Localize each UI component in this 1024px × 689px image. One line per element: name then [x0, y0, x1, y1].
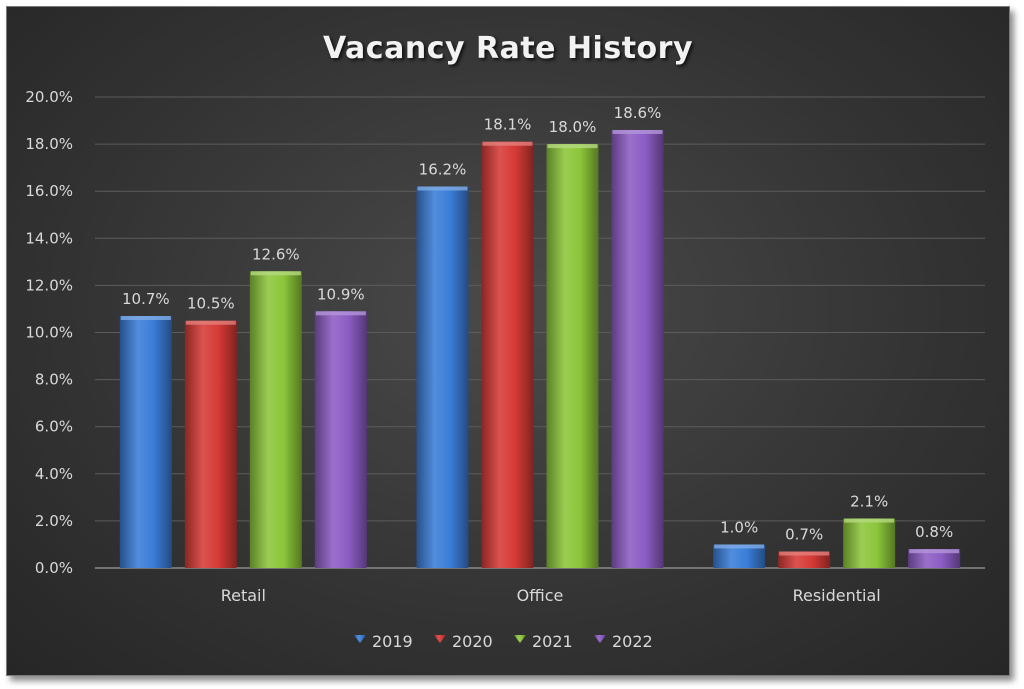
bar-bevel	[909, 549, 960, 554]
y-tick-label: 14.0%	[25, 229, 73, 247]
bar-2019-office	[416, 186, 469, 569]
y-tick-label: 2.0%	[35, 512, 73, 530]
chart-title: Vacancy Rate History	[322, 31, 693, 66]
legend-label: 2021	[532, 632, 573, 651]
bar-2022-retail	[314, 311, 367, 568]
x-category-label: Office	[517, 586, 564, 605]
x-category-label: Residential	[793, 586, 881, 605]
bar-2020-retail	[184, 320, 237, 568]
bar-2020-office	[481, 141, 534, 568]
bar-bevel	[482, 141, 533, 146]
chart-plot: 0.0% 2.0% 4.0% 6.0% 8.0% 10.0% 12.0% 14.0% 16.0%…	[25, 88, 985, 651]
bar-2019-residential	[713, 544, 766, 568]
y-tick-label: 16.0%	[25, 182, 73, 200]
bar-bevel	[120, 316, 171, 321]
bar-bevel	[315, 311, 366, 316]
data-label: 12.6%	[252, 245, 300, 263]
bar-2020-residential	[778, 551, 831, 568]
data-label: 2.1%	[850, 493, 888, 511]
y-tick-label: 18.0%	[25, 135, 73, 153]
bar-2021-office	[546, 144, 599, 568]
data-label: 10.5%	[187, 295, 235, 313]
y-tick-label: 6.0%	[35, 418, 73, 436]
data-label: 0.8%	[915, 523, 953, 541]
legend-marker-2020	[434, 635, 446, 643]
bar-2021-retail	[249, 271, 302, 568]
legend-label: 2020	[452, 632, 493, 651]
data-label: 10.9%	[317, 285, 365, 303]
y-tick-label: 10.0%	[25, 324, 73, 342]
legend-marker-2019	[354, 635, 366, 643]
data-label: 18.1%	[484, 116, 532, 134]
chart-area: Vacancy Rate History 0.0% 2.0% 4.0% 6.0% 8.0…	[6, 6, 1010, 676]
bar-bevel	[547, 144, 598, 149]
bar-bevel	[185, 320, 236, 325]
bar-2022-office	[611, 129, 664, 568]
y-tick-label: 0.0%	[35, 559, 73, 577]
y-tick-label: 20.0%	[25, 88, 73, 106]
bar-bevel	[779, 551, 830, 556]
bar-2022-residential	[908, 549, 961, 568]
bar-bevel	[714, 544, 765, 549]
bar-bevel	[612, 129, 663, 134]
data-label: 18.0%	[549, 118, 597, 136]
legend-label: 2019	[372, 632, 413, 651]
legend-marker-2022	[594, 635, 606, 643]
x-category-label: Retail	[221, 586, 266, 605]
data-label: 16.2%	[419, 160, 467, 178]
bar-bevel	[417, 186, 468, 191]
data-label: 18.6%	[614, 104, 662, 122]
y-tick-label: 8.0%	[35, 371, 73, 389]
legend-label: 2022	[612, 632, 653, 651]
data-label: 0.7%	[785, 526, 823, 544]
y-tick-label: 4.0%	[35, 465, 73, 483]
data-label: 10.7%	[122, 290, 170, 308]
bar-bevel	[250, 271, 301, 276]
y-tick-label: 12.0%	[25, 276, 73, 294]
legend-marker-2021	[514, 635, 526, 643]
bar-2019-retail	[119, 316, 172, 568]
bar-bevel	[844, 518, 895, 523]
data-label: 1.0%	[720, 518, 758, 536]
bar-2021-residential	[843, 518, 896, 568]
